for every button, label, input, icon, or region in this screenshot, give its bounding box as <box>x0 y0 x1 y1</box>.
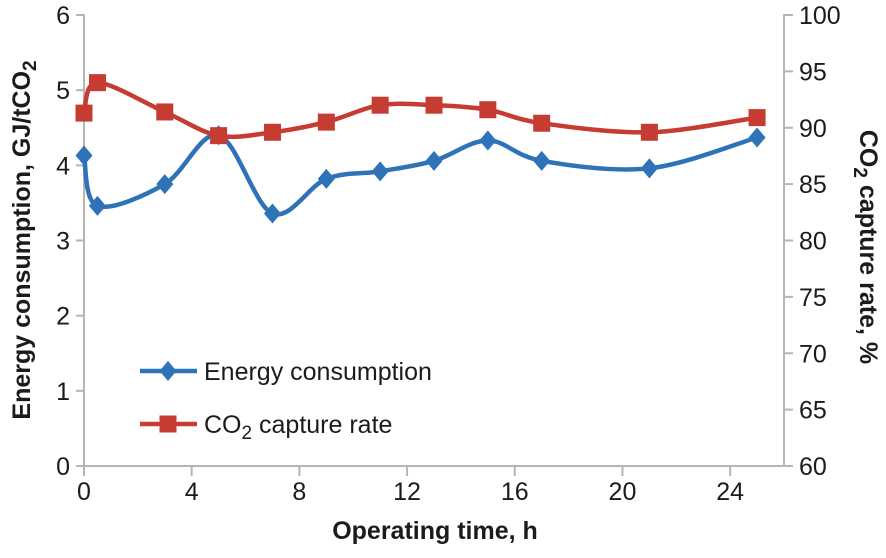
data-point-marker <box>210 127 228 145</box>
right-axis-tick-label: 75 <box>799 284 827 312</box>
x-axis-title: Operating time, h <box>332 517 538 545</box>
data-point-marker <box>479 130 497 151</box>
left-axis-tick-label: 1 <box>56 378 70 406</box>
legend-marker-square <box>159 415 177 433</box>
data-point-marker <box>748 127 766 148</box>
right-axis-tick-label: 60 <box>799 453 827 481</box>
data-point-marker <box>88 195 106 216</box>
right-axis-tick-label: 95 <box>799 58 827 86</box>
right-axis-title: CO2 capture rate, % <box>849 130 882 364</box>
x-axis-tick-label: 20 <box>609 478 637 506</box>
data-point-marker <box>156 103 174 121</box>
x-axis-tick-label: 12 <box>393 478 421 506</box>
data-point-marker <box>263 203 281 224</box>
x-axis-tick-label: 16 <box>501 478 529 506</box>
left-axis-tick-label: 6 <box>56 2 70 30</box>
right-axis-tick-label: 70 <box>799 340 827 368</box>
right-axis-tick-label: 85 <box>799 171 827 199</box>
legend-label: CO2 capture rate <box>204 411 392 444</box>
x-axis-tick-label: 4 <box>185 478 199 506</box>
series-energy-consumption-line <box>81 132 760 217</box>
data-point-marker <box>371 96 389 114</box>
left-axis-tick-label: 3 <box>56 228 70 256</box>
data-point-marker <box>263 123 281 141</box>
series-energy-consumption <box>75 125 766 224</box>
data-point-marker <box>533 150 551 171</box>
data-point-marker <box>75 145 93 166</box>
data-point-marker <box>156 174 174 195</box>
left-axis-tick-label: 0 <box>56 453 70 481</box>
right-axis-tick-label: 80 <box>799 228 827 256</box>
data-point-marker <box>640 123 658 141</box>
data-point-marker <box>371 161 389 182</box>
data-point-marker <box>425 150 443 171</box>
right-axis-tick-label: 65 <box>799 397 827 425</box>
right-axis-tick-label: 100 <box>799 2 841 30</box>
left-axis-tick-label: 5 <box>56 77 70 105</box>
data-point-marker <box>533 114 551 132</box>
x-axis-tick-label: 24 <box>716 478 744 506</box>
data-point-marker <box>317 168 335 189</box>
left-axis-tick-label: 2 <box>56 303 70 331</box>
data-point-marker <box>425 96 443 114</box>
legend-label: Energy consumption <box>204 358 432 386</box>
data-point-marker <box>317 113 335 131</box>
legend-marker-diamond <box>159 361 177 381</box>
data-point-marker <box>640 158 658 179</box>
x-axis-tick-label: 8 <box>292 478 306 506</box>
right-axis-tick-label: 90 <box>799 115 827 143</box>
series-co-capture-rate <box>75 74 766 145</box>
left-axis-tick-label: 4 <box>56 152 70 180</box>
data-point-marker <box>748 109 766 127</box>
left-axis-title: Energy consumption, GJ/tCO2 <box>8 60 41 419</box>
x-axis-tick-label: 0 <box>77 478 91 506</box>
data-point-marker <box>88 74 106 92</box>
data-point-marker <box>479 101 497 119</box>
axes <box>83 14 785 467</box>
data-point-marker <box>75 104 93 122</box>
legend: Energy consumption CO2 capture rate <box>140 358 432 444</box>
